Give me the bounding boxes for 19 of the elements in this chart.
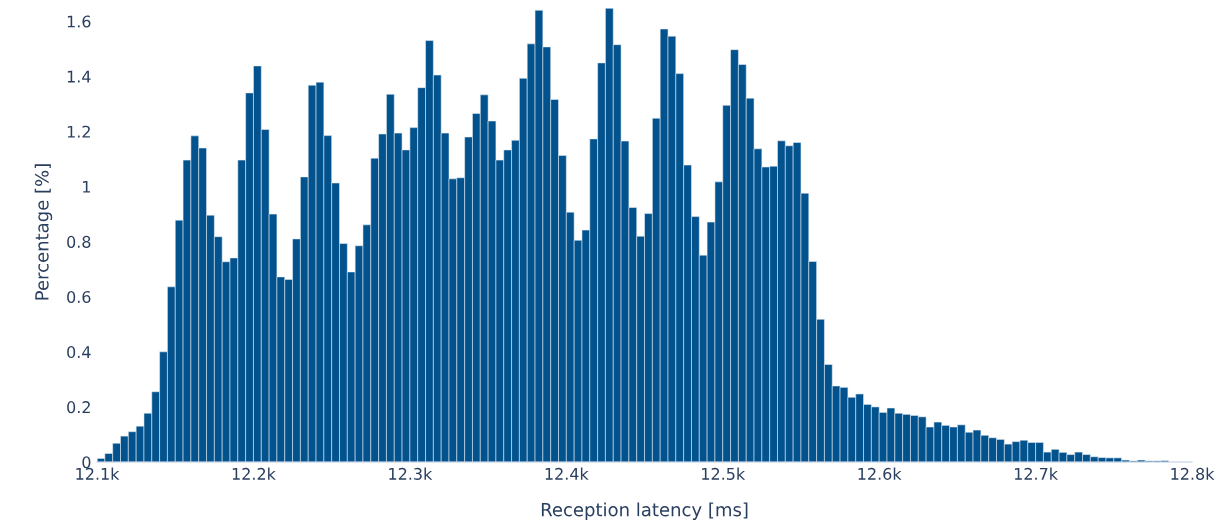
x-tick-label: 12.7k — [1014, 467, 1058, 480]
x-tick-label: 12.3k — [389, 467, 433, 480]
y-tick-label: 0.4 — [67, 346, 91, 359]
x-tick-label: 12.4k — [545, 467, 589, 480]
y-tick-label: 0.6 — [67, 290, 91, 304]
x-axis-title: Reception latency [ms] — [541, 502, 748, 520]
x-tick-label: 12.2k — [232, 467, 276, 480]
x-tick-label: 12.1k — [76, 467, 120, 480]
y-axis-title: Percentage [%] — [34, 164, 53, 300]
y-tick-label: 1.2 — [67, 125, 90, 138]
y-tick-label: 0 — [82, 456, 91, 469]
y-tick-label: 1.4 — [67, 70, 91, 83]
x-tick-label: 12.6k — [858, 467, 902, 480]
y-tick-label: 0.2 — [67, 401, 90, 414]
y-tick-label: 0.8 — [67, 235, 91, 248]
x-tick-label: 12.8k — [1171, 467, 1215, 480]
x-tick-label: 12.5k — [702, 467, 746, 480]
y-tick-label: 1 — [83, 180, 91, 193]
y-tick-label: 1.6 — [67, 15, 91, 28]
